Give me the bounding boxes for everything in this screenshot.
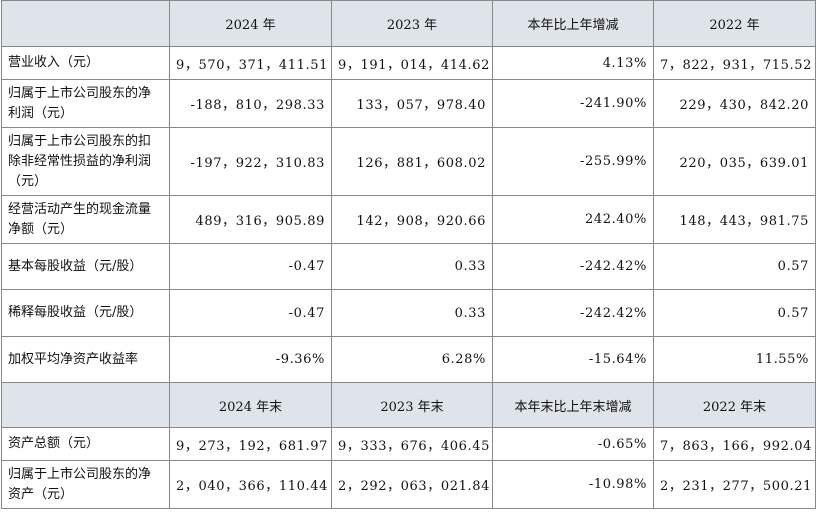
table-row-total-assets: 资产总额（元） 9，273，192，681.97 9，333，676，406.4…	[1, 427, 816, 461]
cell-2022: 2，231，277，500.21	[653, 460, 816, 509]
header-col-change-end: 本年末比上年末增减	[492, 382, 654, 428]
cell-change: 242.40%	[492, 195, 654, 244]
table-row-net-profit: 归属于上市公司股东的净利润（元） -188，810，298.33 133，057…	[1, 79, 816, 128]
header-corner	[1, 382, 170, 428]
cell-2023: 6.28%	[331, 336, 493, 383]
cell-2022: 11.55%	[653, 336, 816, 383]
cell-change: 4.13%	[492, 46, 654, 80]
row-label: 归属于上市公司股东的净利润（元）	[1, 79, 170, 128]
cell-2022: 0.57	[653, 289, 816, 337]
cell-2022: 148，443，981.75	[653, 195, 816, 244]
table-row-revenue: 营业收入（元） 9，570，371，411.51 9，191，014，414.6…	[1, 46, 816, 80]
table-row-net-profit-deducted: 归属于上市公司股东的扣除非经常性损益的净利润（元） -197，922，310.8…	[1, 127, 816, 196]
cell-2023: 2，292，063，021.84	[331, 460, 493, 509]
cell-2024: 9，273，192，681.97	[169, 427, 332, 461]
row-label: 基本每股收益（元/股）	[1, 243, 170, 290]
header-col-2023-end: 2023 年末	[331, 382, 493, 428]
cell-2023: 9，333，676，406.45	[331, 427, 493, 461]
header-corner	[1, 0, 170, 47]
cell-2024: -188，810，298.33	[169, 79, 332, 128]
cell-2023: 126，881，608.02	[331, 127, 493, 196]
cell-2022: 7，863，166，992.04	[653, 427, 816, 461]
cell-2023: 0.33	[331, 289, 493, 337]
cell-2023: 133，057，978.40	[331, 79, 493, 128]
table-row-basic-eps: 基本每股收益（元/股） -0.47 0.33 -242.42% 0.57	[1, 243, 816, 290]
row-label: 稀释每股收益（元/股）	[1, 289, 170, 337]
cell-change: -242.42%	[492, 289, 654, 337]
header-col-2024: 2024 年	[169, 0, 332, 47]
row-label: 加权平均净资产收益率	[1, 336, 170, 383]
cell-2022: 220，035，639.01	[653, 127, 816, 196]
cell-2022: 0.57	[653, 243, 816, 290]
cell-2024: -9.36%	[169, 336, 332, 383]
cell-2024: -0.47	[169, 289, 332, 337]
cell-2024: 2，040，366，110.44	[169, 460, 332, 509]
cell-2024: -0.47	[169, 243, 332, 290]
row-label: 经营活动产生的现金流量净额（元）	[1, 195, 170, 244]
row-label: 资产总额（元）	[1, 427, 170, 461]
cell-change: -10.98%	[492, 460, 654, 509]
cell-2023: 0.33	[331, 243, 493, 290]
table-row-roe: 加权平均净资产收益率 -9.36% 6.28% -15.64% 11.55%	[1, 336, 816, 383]
header-row-annual: 2024 年 2023 年 本年比上年增减 2022 年	[1, 0, 816, 47]
cell-2023: 142，908，920.66	[331, 195, 493, 244]
cell-2024: 489，316，905.89	[169, 195, 332, 244]
row-label: 归属于上市公司股东的净资产（元）	[1, 460, 170, 509]
cell-change: -255.99%	[492, 127, 654, 196]
header-row-year-end: 2024 年末 2023 年末 本年末比上年末增减 2022 年末	[1, 382, 816, 428]
cell-2024: 9，570，371，411.51	[169, 46, 332, 80]
cell-change: -242.42%	[492, 243, 654, 290]
table-row-diluted-eps: 稀释每股收益（元/股） -0.47 0.33 -242.42% 0.57	[1, 289, 816, 337]
header-col-change: 本年比上年增减	[492, 0, 654, 47]
cell-change: -15.64%	[492, 336, 654, 383]
cell-2022: 229，430，842.20	[653, 79, 816, 128]
cell-2022: 7，822，931，715.52	[653, 46, 816, 80]
table-row-net-assets: 归属于上市公司股东的净资产（元） 2，040，366，110.44 2，292，…	[1, 460, 816, 509]
header-col-2022-end: 2022 年末	[653, 382, 816, 428]
cell-change: -241.90%	[492, 79, 654, 128]
row-label: 归属于上市公司股东的扣除非经常性损益的净利润（元）	[1, 127, 170, 196]
cell-change: -0.65%	[492, 427, 654, 461]
header-col-2022: 2022 年	[653, 0, 816, 47]
header-col-2023: 2023 年	[331, 0, 493, 47]
header-col-2024-end: 2024 年末	[169, 382, 332, 428]
row-label: 营业收入（元）	[1, 46, 170, 80]
cell-2023: 9，191，014，414.62	[331, 46, 493, 80]
cell-2024: -197，922，310.83	[169, 127, 332, 196]
table-row-operating-cashflow: 经营活动产生的现金流量净额（元） 489，316，905.89 142，908，…	[1, 195, 816, 244]
